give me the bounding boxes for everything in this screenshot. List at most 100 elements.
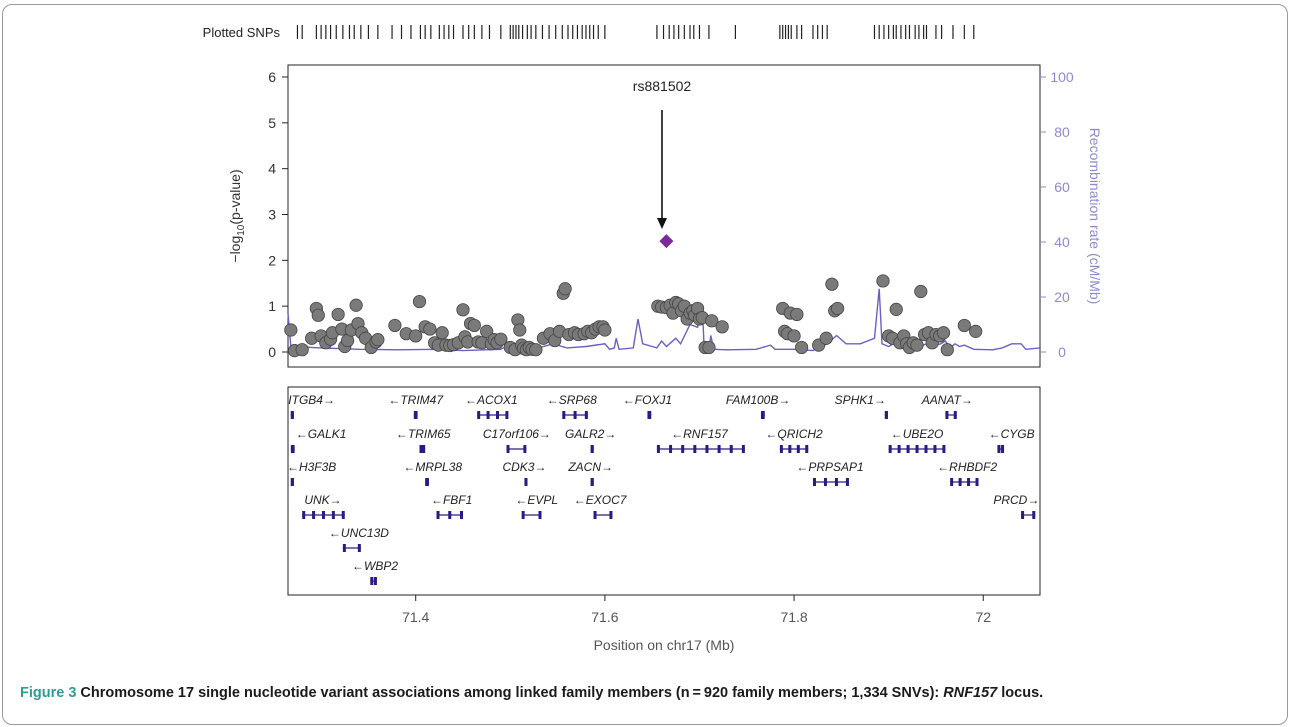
- snp-point: [830, 301, 845, 316]
- gene-exon: [975, 478, 979, 486]
- right-y-tick-label: 20: [1054, 289, 1070, 305]
- gene-exon: [656, 445, 660, 453]
- snp-point: [480, 324, 494, 338]
- gene-exon: [590, 445, 594, 453]
- gene-label: SPHK1→: [835, 393, 886, 407]
- snp-point: [331, 307, 345, 322]
- left-y-tick-label: 6: [268, 69, 276, 85]
- gene-exon: [521, 511, 525, 519]
- gene-exon: [933, 445, 937, 453]
- snp-point: [715, 320, 729, 334]
- top-snp-label: rs881502: [633, 78, 692, 94]
- snp-point: [598, 323, 612, 337]
- gene-foxj1: ←FOXJ1: [623, 393, 672, 419]
- gene-cdk3: CDK3→: [502, 460, 546, 486]
- gene-exon: [331, 511, 335, 519]
- gene-exon: [897, 445, 901, 453]
- x-tick-label: 71.4: [402, 609, 429, 625]
- gene-label: ITGB4→: [288, 393, 335, 407]
- snp-point: [702, 340, 716, 355]
- snp-point: [311, 308, 325, 322]
- gene-exon: [779, 445, 783, 453]
- gene-track: ITGB4→ ←GALK1 ←H3F3B UNK→ ←UNC13D ←WBP2 ←TRIM4…: [287, 386, 1041, 596]
- association-plot: 0 1 2 3 4 5 6 0 20 40 60 80 100 rs881502 −log10(p-v…: [227, 64, 1103, 368]
- gene-aanat: AANAT→: [921, 393, 973, 419]
- gene-exon: [924, 445, 928, 453]
- gene-exon: [419, 445, 423, 453]
- gene-label: ←EVPL: [515, 493, 558, 507]
- gene-exoc7: ←EXOC7: [574, 493, 628, 519]
- snp-points: [284, 274, 983, 358]
- plot-frame: [287, 64, 1041, 368]
- gene-exon: [681, 445, 685, 453]
- snp-point: [467, 318, 481, 333]
- figure-caption: Figure 3 Chromosome 17 single nucleotide…: [20, 683, 1270, 703]
- gene-exon: [373, 577, 377, 585]
- gene-track-frame: [287, 386, 1041, 596]
- gene-cygb: ←CYGB: [989, 427, 1035, 453]
- gene-qrich2: ←QRICH2: [765, 427, 823, 453]
- gene-exon: [1032, 511, 1036, 519]
- snp-point: [456, 303, 470, 317]
- gene-rhbdf2: ←RHBDF2: [937, 460, 997, 486]
- left-y-label-sub: 10: [236, 224, 247, 236]
- gene-label: ←TRIM65: [396, 427, 451, 441]
- gene-label: CDK3→: [502, 460, 546, 474]
- gene-label: GALR2→: [565, 427, 616, 441]
- gene-exon: [823, 478, 827, 486]
- gene-c17orf106: C17orf106→: [483, 427, 551, 453]
- plotted-snps-track: [296, 25, 975, 39]
- gene-label: ←RHBDF2: [937, 460, 997, 474]
- right-y-tick-label: 0: [1058, 344, 1066, 360]
- gene-label: ←GALK1: [296, 427, 347, 441]
- gene-label: FAM100B→: [726, 393, 790, 407]
- snp-point: [787, 329, 801, 343]
- gene-fam100b: FAM100B→: [726, 393, 790, 419]
- gene-exon: [796, 445, 800, 453]
- snp-point: [819, 331, 833, 345]
- gene-exon: [342, 544, 346, 552]
- gene-exon: [459, 511, 463, 519]
- gene-exon: [370, 577, 374, 585]
- gene-exon: [341, 511, 345, 519]
- right-y-tick-label: 80: [1054, 124, 1070, 140]
- gene-exon: [958, 478, 962, 486]
- gene-trim65: ←TRIM65: [396, 427, 451, 453]
- left-y-axis: 0 1 2 3 4 5 6: [268, 69, 288, 360]
- snp-point: [349, 298, 363, 312]
- gene-exon: [953, 411, 957, 419]
- gene-label: ←UNC13D: [329, 526, 389, 540]
- snp-point: [423, 322, 437, 336]
- gene-exon: [693, 445, 697, 453]
- right-y-tick-label: 60: [1054, 179, 1070, 195]
- gene-zacn: ZACN→: [567, 460, 613, 486]
- gene-label: ←CYGB: [989, 427, 1035, 441]
- snp-point: [910, 338, 924, 352]
- gene-exon: [538, 511, 542, 519]
- gene-exon: [834, 478, 838, 486]
- gene-exon: [590, 478, 594, 486]
- gene-exon: [717, 445, 721, 453]
- gene-srp68: ←SRP68: [547, 393, 597, 419]
- gene-exon: [593, 511, 597, 519]
- gene-unc13d: ←UNC13D: [329, 526, 389, 552]
- gene-label: ←TRIM47: [388, 393, 444, 407]
- gene-exon: [291, 445, 295, 453]
- snp-point: [969, 324, 983, 338]
- left-y-axis-label: −log10(p-value): [227, 169, 247, 262]
- gene-exon: [788, 445, 792, 453]
- right-y-tick-label: 40: [1054, 234, 1070, 250]
- x-axis: 71.4 71.6 71.8 72: [402, 595, 991, 625]
- snp-point: [409, 329, 423, 343]
- gene-exon: [524, 478, 528, 486]
- gene-label: ←ACOX1: [465, 393, 518, 407]
- caption-gene: RNF157: [943, 685, 998, 701]
- left-y-tick-label: 4: [268, 161, 276, 177]
- snp-point: [790, 307, 804, 322]
- gene-exon: [312, 511, 316, 519]
- gene-exon: [950, 478, 954, 486]
- right-y-axis-label: Recombination rate (cM/Mb): [1087, 128, 1103, 305]
- gene-exon: [357, 544, 361, 552]
- gene-exon: [648, 411, 652, 419]
- snp-point: [295, 343, 309, 357]
